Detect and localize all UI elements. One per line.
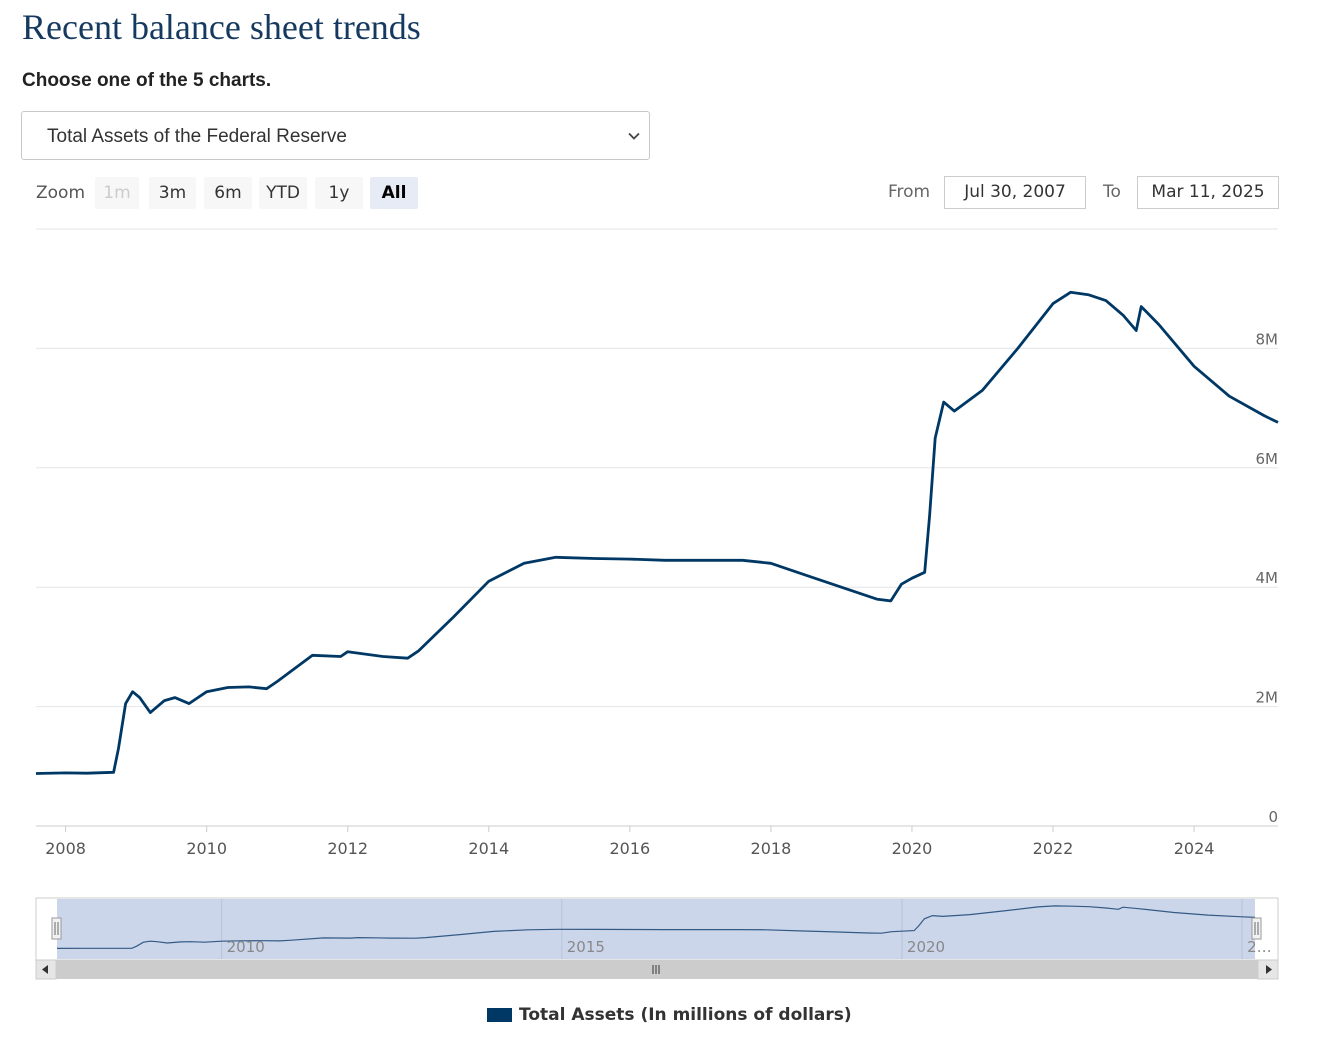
zoom-button-3m[interactable]: 3m bbox=[149, 177, 196, 209]
chevron-down-icon bbox=[628, 132, 640, 140]
x-tick-label: 2012 bbox=[327, 839, 368, 858]
chart-selector-dropdown[interactable]: Total Assets of the Federal Reserve bbox=[21, 111, 650, 160]
zoom-label: Zoom bbox=[36, 183, 86, 203]
scrollbar-grip-icon bbox=[652, 965, 660, 974]
x-tick-label: 2024 bbox=[1174, 839, 1215, 858]
range-from-label: From bbox=[888, 182, 931, 202]
y-tick-label: 0 bbox=[1268, 808, 1278, 826]
zoom-button-1y[interactable]: 1y bbox=[315, 177, 363, 209]
y-tick-label: 4M bbox=[1256, 569, 1279, 587]
navigator-handle-left[interactable] bbox=[51, 917, 62, 940]
page-title: Recent balance sheet trends bbox=[22, 7, 421, 47]
x-tick-label: 2010 bbox=[186, 839, 227, 858]
navigator-tick-label: 2010 bbox=[227, 938, 265, 956]
arrow-right-icon bbox=[1266, 965, 1272, 974]
y-tick-label: 6M bbox=[1256, 450, 1279, 468]
y-tick-label: 8M bbox=[1256, 330, 1279, 348]
range-to-label: To bbox=[1103, 182, 1121, 202]
scrollbar-thumb[interactable] bbox=[56, 960, 1258, 979]
x-tick-label: 2020 bbox=[892, 839, 933, 858]
range-from-input[interactable]: Jul 30, 2007 bbox=[944, 176, 1086, 209]
x-tick-label: 2022 bbox=[1033, 839, 1074, 858]
arrow-left-icon bbox=[42, 965, 48, 974]
navigator-tick-label: 2020 bbox=[907, 938, 945, 956]
chart-selector-value: Total Assets of the Federal Reserve bbox=[47, 126, 347, 147]
x-tick-label: 2008 bbox=[45, 839, 86, 858]
total-assets-series-line bbox=[35, 290, 1279, 775]
navigator-tick-label: 2015 bbox=[567, 938, 605, 956]
zoom-button-ytd[interactable]: YTD bbox=[259, 177, 307, 209]
range-to-input[interactable]: Mar 11, 2025 bbox=[1137, 176, 1279, 209]
scrollbar-right-arrow-button[interactable] bbox=[1257, 959, 1279, 980]
y-tick-label: 2M bbox=[1256, 689, 1279, 707]
legend-swatch bbox=[487, 1008, 512, 1022]
legend-label: Total Assets (In millions of dollars) bbox=[519, 1005, 852, 1025]
zoom-button-6m[interactable]: 6m bbox=[204, 177, 252, 209]
x-tick-label: 2018 bbox=[751, 839, 792, 858]
chart-chooser-prompt: Choose one of the 5 charts. bbox=[22, 70, 272, 91]
navigator-tick-label: 2… bbox=[1247, 938, 1272, 956]
navigator-handle-right[interactable] bbox=[1251, 917, 1262, 940]
zoom-button-all[interactable]: All bbox=[370, 177, 418, 209]
x-tick-label: 2014 bbox=[468, 839, 509, 858]
scrollbar-left-arrow-button[interactable] bbox=[35, 959, 57, 980]
zoom-button-1m[interactable]: 1m bbox=[95, 177, 139, 209]
navigator-series-line bbox=[56, 905, 1256, 949]
x-tick-label: 2016 bbox=[609, 839, 650, 858]
